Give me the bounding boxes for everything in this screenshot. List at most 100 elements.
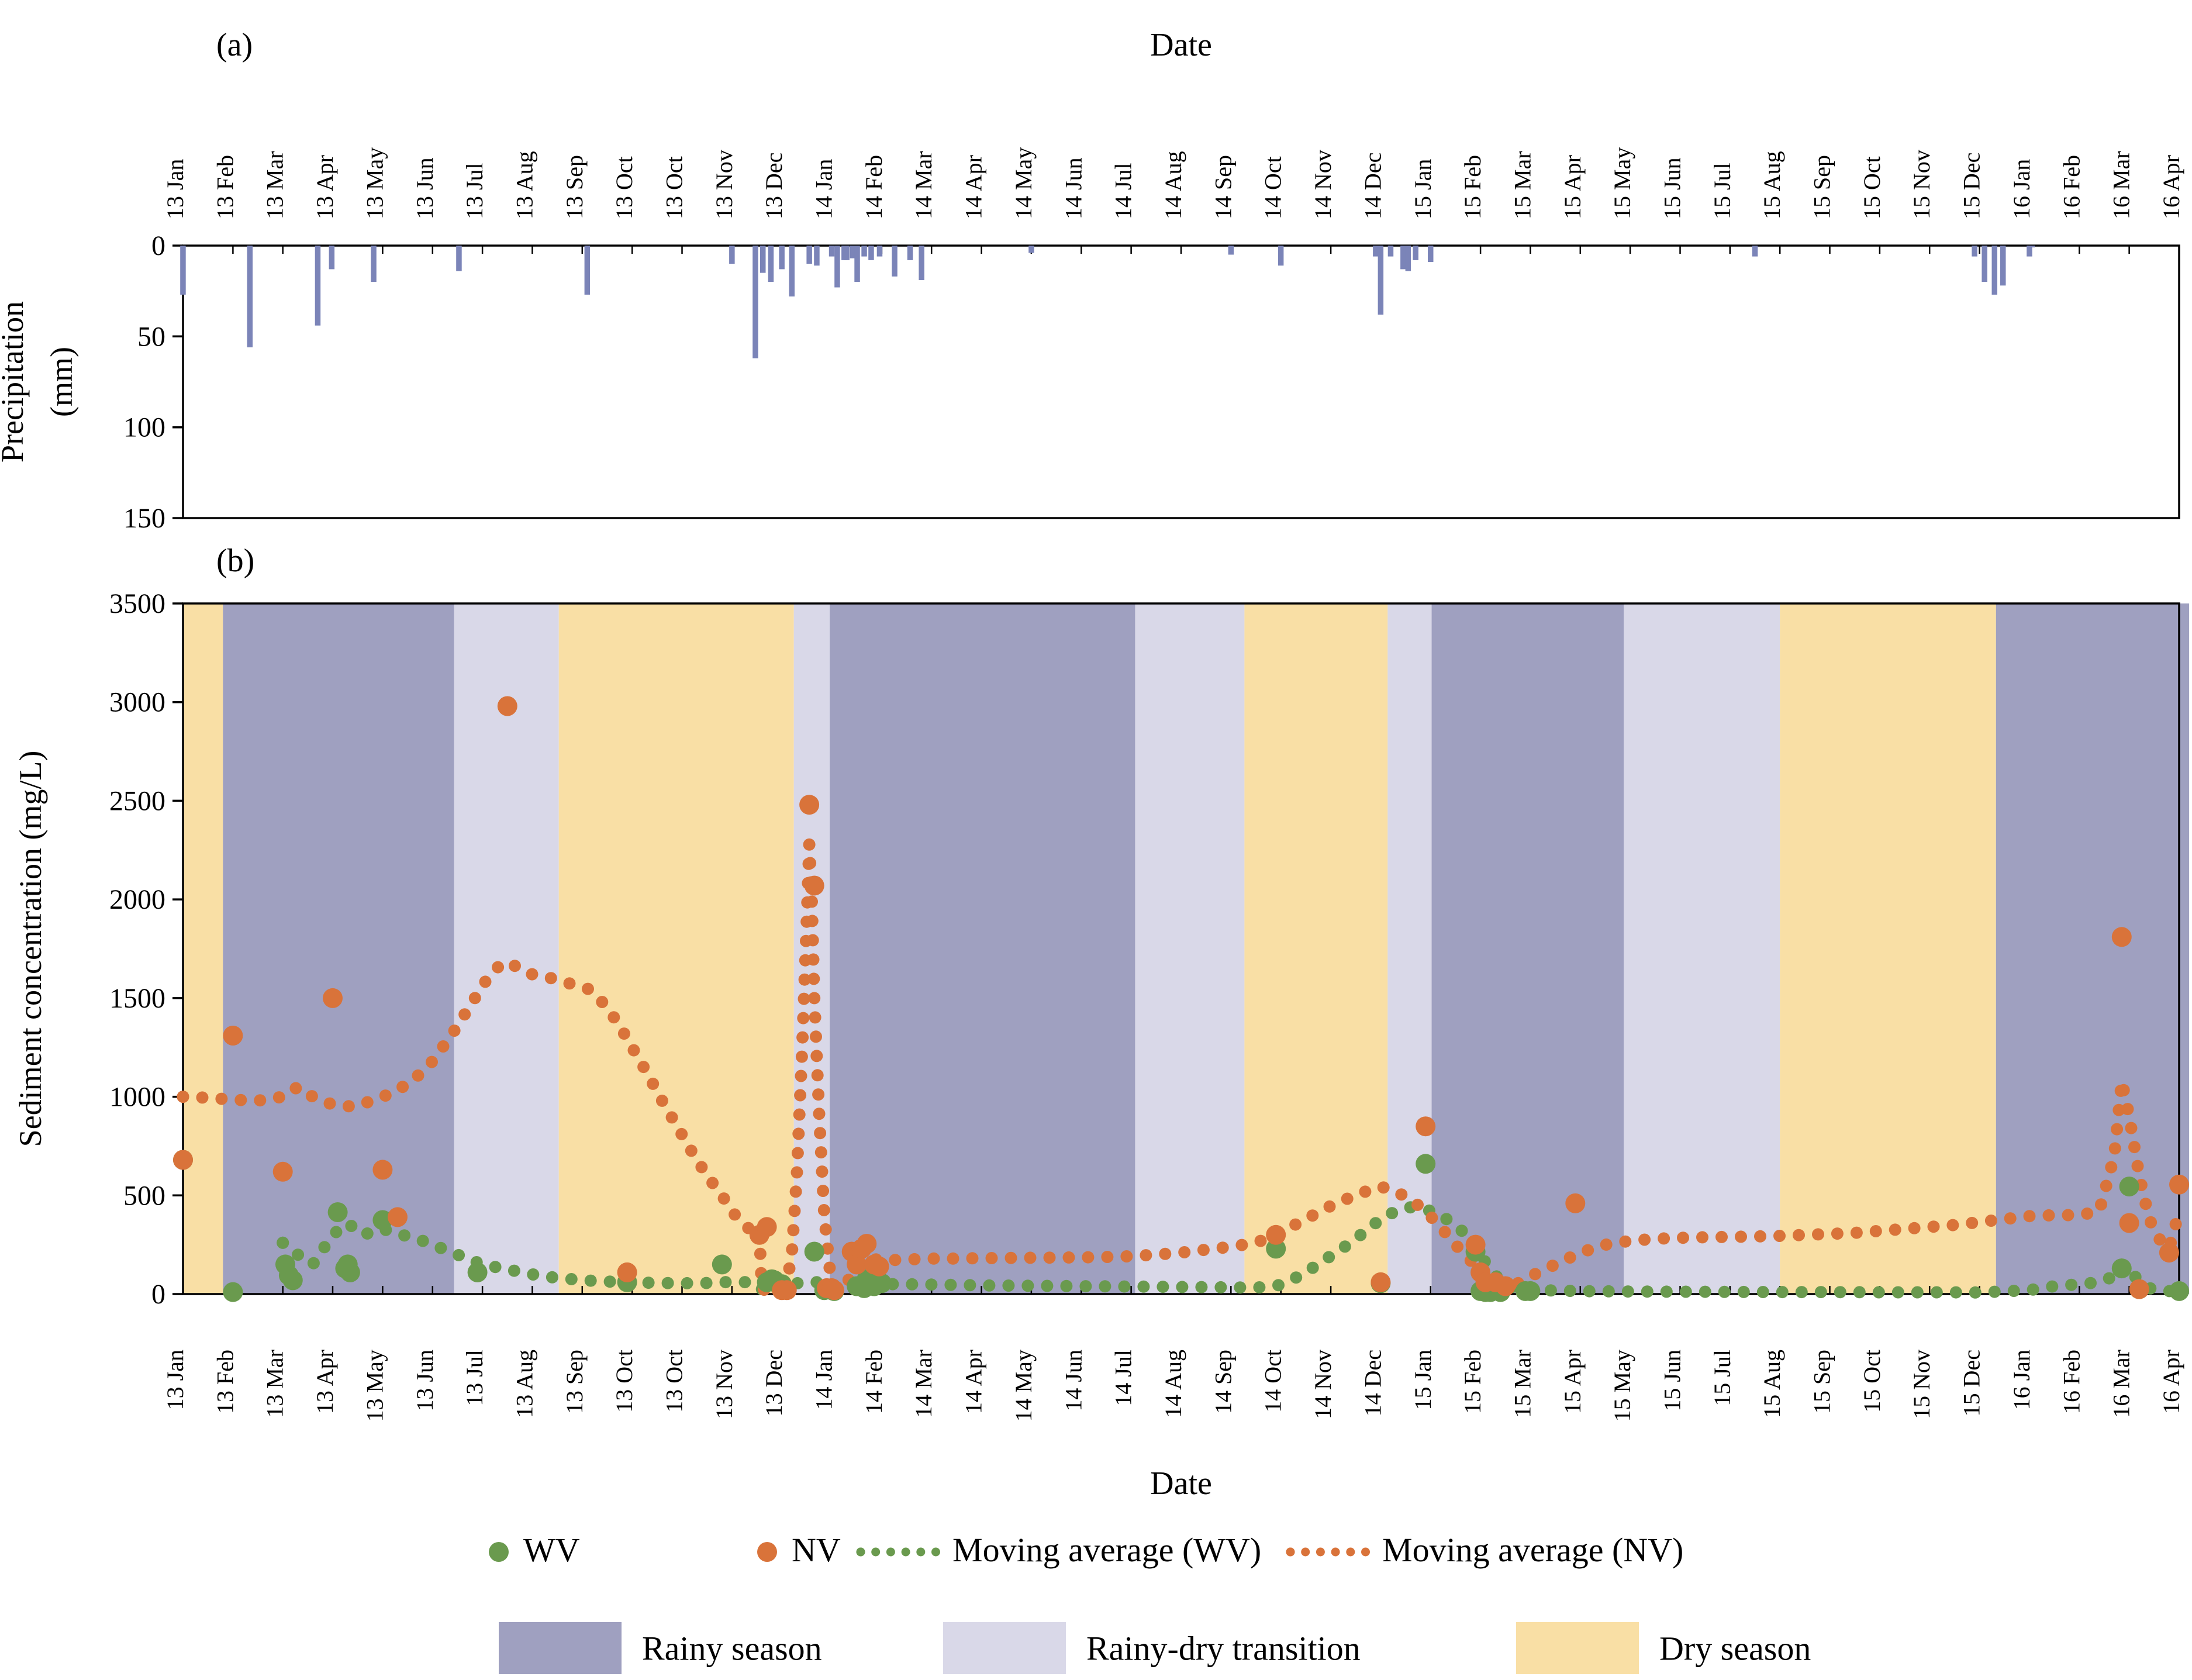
- svg-text:Date: Date: [1150, 1465, 1212, 1502]
- svg-text:14 Jul: 14 Jul: [1110, 1350, 1137, 1406]
- svg-text:13 Jul: 13 Jul: [461, 1350, 488, 1406]
- svg-text:15 May: 15 May: [1609, 147, 1635, 219]
- svg-text:14 Nov: 14 Nov: [1310, 1350, 1336, 1419]
- svg-text:1500: 1500: [109, 983, 165, 1014]
- svg-text:14 Nov: 14 Nov: [1310, 150, 1336, 219]
- svg-text:14 Jan: 14 Jan: [811, 1350, 837, 1410]
- svg-text:15 Mar: 15 Mar: [1509, 151, 1535, 219]
- svg-text:Rainy season: Rainy season: [642, 1630, 822, 1668]
- svg-text:Moving average (NV): Moving average (NV): [1382, 1531, 1683, 1569]
- svg-text:13 Jan: 13 Jan: [162, 1350, 188, 1410]
- svg-text:15 Dec: 15 Dec: [1959, 1350, 1985, 1416]
- svg-text:3500: 3500: [109, 588, 165, 619]
- svg-text:15 Jan: 15 Jan: [1410, 1350, 1436, 1410]
- svg-text:14 Aug: 14 Aug: [1160, 1350, 1186, 1418]
- svg-text:13 Nov: 13 Nov: [711, 150, 737, 219]
- svg-text:2500: 2500: [109, 785, 165, 816]
- svg-text:13 Oct: 13 Oct: [611, 156, 637, 219]
- svg-text:1000: 1000: [109, 1082, 165, 1113]
- svg-text:14 Apr: 14 Apr: [961, 155, 987, 219]
- svg-text:13 May: 13 May: [361, 147, 388, 219]
- svg-text:15 Sep: 15 Sep: [1809, 155, 1835, 219]
- svg-text:Sediment concentration (mg/L): Sediment concentration (mg/L): [13, 751, 48, 1147]
- svg-text:500: 500: [123, 1180, 165, 1211]
- svg-text:15 Aug: 15 Aug: [1759, 151, 1785, 219]
- svg-text:14 Apr: 14 Apr: [961, 1350, 987, 1414]
- svg-text:Date: Date: [1150, 27, 1212, 63]
- svg-text:14 Mar: 14 Mar: [910, 1350, 937, 1418]
- svg-text:16 Apr: 16 Apr: [2158, 1350, 2184, 1414]
- svg-text:15 Nov: 15 Nov: [1908, 1350, 1935, 1419]
- svg-text:Precipitation: Precipitation: [0, 301, 30, 463]
- svg-text:15 Mar: 15 Mar: [1509, 1350, 1535, 1418]
- svg-text:15 Jul: 15 Jul: [1709, 163, 1735, 219]
- svg-text:16 Jan: 16 Jan: [2008, 159, 2035, 219]
- svg-text:15 Jul: 15 Jul: [1709, 1350, 1735, 1406]
- svg-text:(mm): (mm): [44, 347, 79, 417]
- svg-text:13 Dec: 13 Dec: [761, 153, 787, 219]
- svg-text:13 Jun: 13 Jun: [412, 1350, 438, 1412]
- svg-text:15 Apr: 15 Apr: [1559, 1350, 1586, 1414]
- svg-text:13 Sep: 13 Sep: [561, 155, 588, 219]
- svg-text:13 Mar: 13 Mar: [262, 151, 288, 219]
- svg-text:15 Aug: 15 Aug: [1759, 1350, 1785, 1418]
- svg-text:14 Jun: 14 Jun: [1060, 157, 1086, 219]
- svg-text:16 Apr: 16 Apr: [2158, 155, 2184, 219]
- svg-text:13 Jul: 13 Jul: [461, 163, 488, 219]
- svg-text:14 Aug: 14 Aug: [1160, 151, 1186, 219]
- svg-text:15 Nov: 15 Nov: [1908, 150, 1935, 219]
- svg-text:16 Feb: 16 Feb: [2058, 1350, 2084, 1414]
- svg-text:13 Oct: 13 Oct: [611, 1350, 637, 1413]
- svg-text:13 Dec: 13 Dec: [761, 1350, 787, 1416]
- svg-text:15 Feb: 15 Feb: [1459, 155, 1486, 219]
- svg-text:15 Jun: 15 Jun: [1659, 157, 1686, 219]
- svg-text:13 Nov: 13 Nov: [711, 1350, 737, 1419]
- svg-text:15 Oct: 15 Oct: [1859, 156, 1885, 219]
- svg-text:14 Jul: 14 Jul: [1110, 163, 1137, 219]
- svg-text:15 Dec: 15 Dec: [1959, 153, 1985, 219]
- svg-text:14 May: 14 May: [1010, 147, 1037, 219]
- svg-text:3000: 3000: [109, 687, 165, 718]
- svg-text:0: 0: [151, 230, 165, 261]
- svg-text:16 Jan: 16 Jan: [2008, 1350, 2035, 1410]
- svg-text:14 Oct: 14 Oct: [1260, 156, 1286, 219]
- svg-text:16 Mar: 16 Mar: [2108, 1350, 2135, 1418]
- svg-text:14 Oct: 14 Oct: [1260, 1350, 1286, 1413]
- svg-text:15 Apr: 15 Apr: [1559, 155, 1586, 219]
- svg-text:14 Sep: 14 Sep: [1210, 1350, 1236, 1414]
- svg-text:13 Apr: 13 Apr: [312, 1350, 338, 1414]
- svg-text:13 Sep: 13 Sep: [561, 1350, 588, 1414]
- svg-text:14 Jan: 14 Jan: [811, 159, 837, 219]
- svg-text:150: 150: [123, 503, 165, 534]
- svg-text:14 Feb: 14 Feb: [861, 1350, 887, 1414]
- svg-text:15 Sep: 15 Sep: [1809, 1350, 1835, 1414]
- svg-text:50: 50: [137, 321, 165, 352]
- svg-text:13 Jan: 13 Jan: [162, 159, 188, 219]
- svg-text:13 Oct: 13 Oct: [661, 1350, 688, 1413]
- svg-text:14 Sep: 14 Sep: [1210, 155, 1236, 219]
- svg-text:13 Aug: 13 Aug: [511, 151, 537, 219]
- svg-text:(a): (a): [216, 27, 253, 63]
- svg-text:100: 100: [123, 412, 165, 443]
- svg-text:15 Jan: 15 Jan: [1410, 159, 1436, 219]
- svg-text:14 Dec: 14 Dec: [1359, 1350, 1386, 1416]
- svg-text:14 Feb: 14 Feb: [861, 155, 887, 219]
- svg-text:Dry season: Dry season: [1659, 1630, 1811, 1668]
- svg-text:15 Oct: 15 Oct: [1859, 1350, 1885, 1413]
- svg-text:14 May: 14 May: [1010, 1350, 1037, 1422]
- svg-text:13 Aug: 13 Aug: [511, 1350, 537, 1418]
- svg-text:2000: 2000: [109, 884, 165, 915]
- svg-text:13 May: 13 May: [361, 1350, 388, 1422]
- svg-text:14 Mar: 14 Mar: [910, 151, 937, 219]
- svg-text:NV: NV: [792, 1531, 841, 1569]
- svg-text:13 Feb: 13 Feb: [212, 155, 238, 219]
- svg-text:15 Feb: 15 Feb: [1459, 1350, 1486, 1414]
- svg-text:13 Apr: 13 Apr: [312, 155, 338, 219]
- svg-text:13 Oct: 13 Oct: [661, 156, 688, 219]
- svg-text:Moving average (WV): Moving average (WV): [952, 1531, 1261, 1569]
- svg-text:0: 0: [151, 1279, 165, 1310]
- svg-text:WV: WV: [523, 1531, 580, 1569]
- svg-text:16 Feb: 16 Feb: [2058, 155, 2084, 219]
- svg-text:15 May: 15 May: [1609, 1350, 1635, 1422]
- svg-text:Rainy-dry transition: Rainy-dry transition: [1086, 1630, 1361, 1668]
